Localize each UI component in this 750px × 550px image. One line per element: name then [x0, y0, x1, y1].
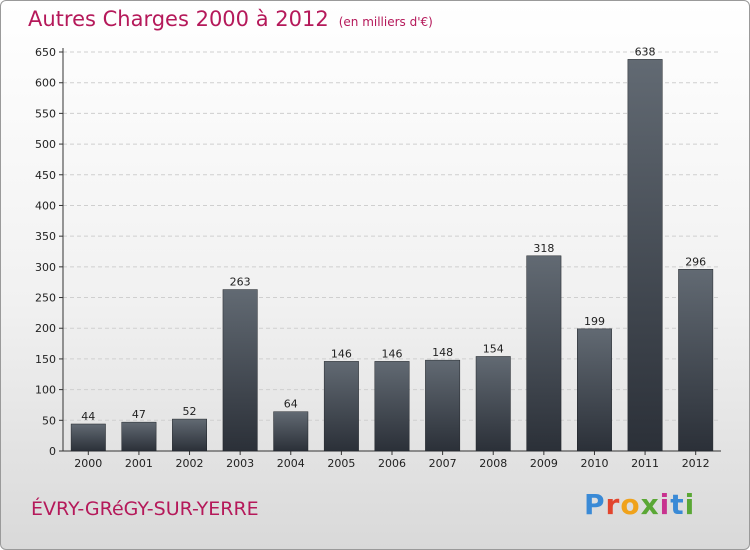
- bar: [577, 328, 612, 452]
- y-tick-label: 650: [35, 46, 56, 59]
- chart-title: Autres Charges 2000 à 2012 (en milliers d…: [28, 7, 433, 31]
- logo-letter: o: [620, 488, 641, 521]
- chart-subtitle: (en milliers d'€): [338, 15, 433, 29]
- logo-letter: P: [584, 488, 606, 521]
- x-tick-label: 2000: [74, 457, 102, 470]
- bar: [121, 421, 157, 452]
- bar: [425, 359, 461, 452]
- x-tick-label: 2006: [378, 457, 406, 470]
- y-tick-label: 150: [35, 353, 56, 366]
- x-tick-label: 2011: [631, 457, 659, 470]
- logo-letter: i: [659, 488, 671, 521]
- bar: [475, 356, 511, 452]
- bar: [323, 361, 359, 452]
- x-tick-label: 2004: [277, 457, 305, 470]
- bar: [526, 255, 562, 452]
- data-label: 146: [382, 347, 403, 360]
- data-label: 44: [81, 410, 95, 423]
- y-tick-label: 500: [35, 138, 56, 151]
- x-tick-label: 2007: [429, 457, 457, 470]
- x-tick-label: 2001: [125, 457, 153, 470]
- y-tick-label: 300: [35, 261, 56, 274]
- commune-name: ÉVRY-GRéGY-SUR-YERRE: [31, 498, 259, 520]
- bar: [222, 289, 258, 452]
- x-tick-label: 2002: [176, 457, 204, 470]
- x-tick-label: 2008: [479, 457, 507, 470]
- y-tick-label: 200: [35, 322, 56, 335]
- y-tick-label: 350: [35, 230, 56, 243]
- data-label: 318: [533, 242, 554, 255]
- data-label: 52: [183, 405, 197, 418]
- bar: [70, 423, 106, 452]
- bar: [374, 361, 410, 452]
- y-tick-label: 450: [35, 169, 56, 182]
- data-label: 154: [483, 342, 504, 355]
- x-tick-label: 2005: [327, 457, 355, 470]
- data-label: 638: [635, 45, 656, 58]
- data-label: 263: [230, 276, 251, 289]
- bars: [70, 59, 714, 452]
- x-tick-label: 2010: [580, 457, 608, 470]
- data-label: 199: [584, 315, 605, 328]
- bar: [627, 59, 663, 452]
- logo-letter: x: [640, 488, 660, 521]
- y-tick-label: 550: [35, 107, 56, 120]
- y-tick-label: 100: [35, 384, 56, 397]
- data-label: 148: [432, 346, 453, 359]
- y-tick-label: 600: [35, 77, 56, 90]
- x-tick-label: 2012: [682, 457, 710, 470]
- logo-letter: t: [670, 488, 685, 521]
- x-tick-label: 2003: [226, 457, 254, 470]
- y-tick-label: 400: [35, 199, 56, 212]
- proxiti-logo[interactable]: Proxiti: [584, 488, 695, 521]
- logo-letter: i: [684, 488, 696, 521]
- data-label: 146: [331, 347, 352, 360]
- bar: [678, 269, 714, 452]
- bar: [172, 418, 207, 452]
- y-tick-label: 250: [35, 292, 56, 305]
- bar: [273, 411, 309, 452]
- data-label: 64: [284, 398, 298, 411]
- data-label: 47: [132, 408, 146, 421]
- chart-title-text: Autres Charges 2000 à 2012: [28, 7, 329, 31]
- data-labels: 44 47 52 263 64 146 146 148 154 318 199 638 296: [81, 45, 706, 423]
- x-tick-label: 2009: [530, 457, 558, 470]
- data-label: 296: [685, 255, 706, 268]
- y-tick-label: 50: [42, 414, 56, 427]
- y-tick-label: 0: [49, 445, 56, 458]
- logo-letter: r: [605, 488, 621, 521]
